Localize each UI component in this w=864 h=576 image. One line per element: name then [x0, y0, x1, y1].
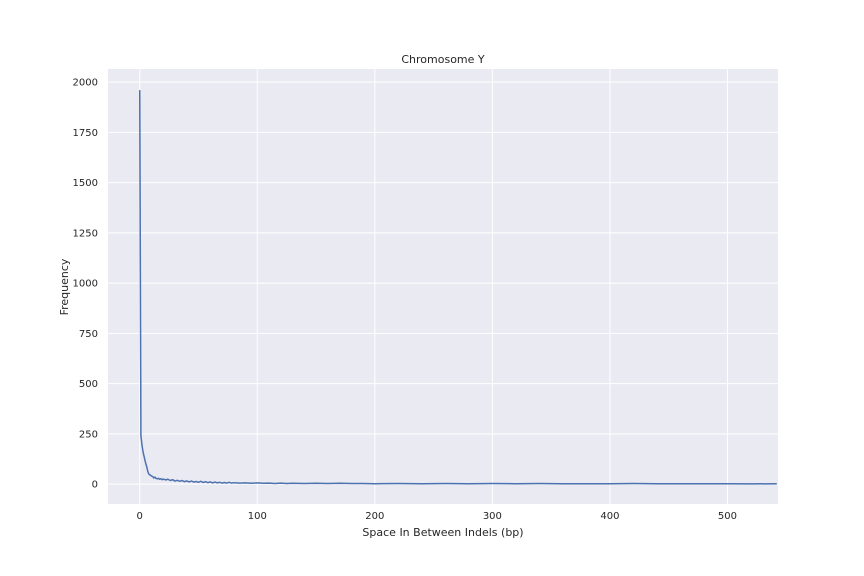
y-tick-label: 1250: [73, 228, 98, 239]
x-tick-label: 400: [600, 511, 619, 522]
x-tick-label: 300: [483, 511, 502, 522]
y-tick-label: 1750: [73, 128, 98, 139]
y-tick-label: 500: [79, 379, 98, 390]
x-tick-label: 0: [137, 511, 143, 522]
y-tick-label: 2000: [73, 78, 98, 89]
y-tick-label: 0: [92, 480, 98, 491]
x-axis-label: Space In Between Indels (bp): [362, 526, 523, 539]
y-tick-label: 250: [79, 429, 98, 440]
x-tick-label: 200: [365, 511, 384, 522]
y-tick-label: 1500: [73, 178, 98, 189]
y-tick-label: 750: [79, 329, 98, 340]
data-line: [138, 90, 777, 485]
chart-title: Chromosome Y: [401, 53, 485, 66]
x-tick-label: 100: [248, 511, 267, 522]
plot-area: [108, 69, 778, 504]
y-axis-label: Frequency: [58, 258, 71, 315]
y-tick-label: 1000: [73, 279, 98, 290]
y-tick-labels: 0 250 500 750 1000 1250 1500 1750 2000: [73, 78, 98, 491]
x-tick-label: 500: [718, 511, 737, 522]
x-tick-labels: 0 100 200 300 400 500: [137, 511, 737, 522]
